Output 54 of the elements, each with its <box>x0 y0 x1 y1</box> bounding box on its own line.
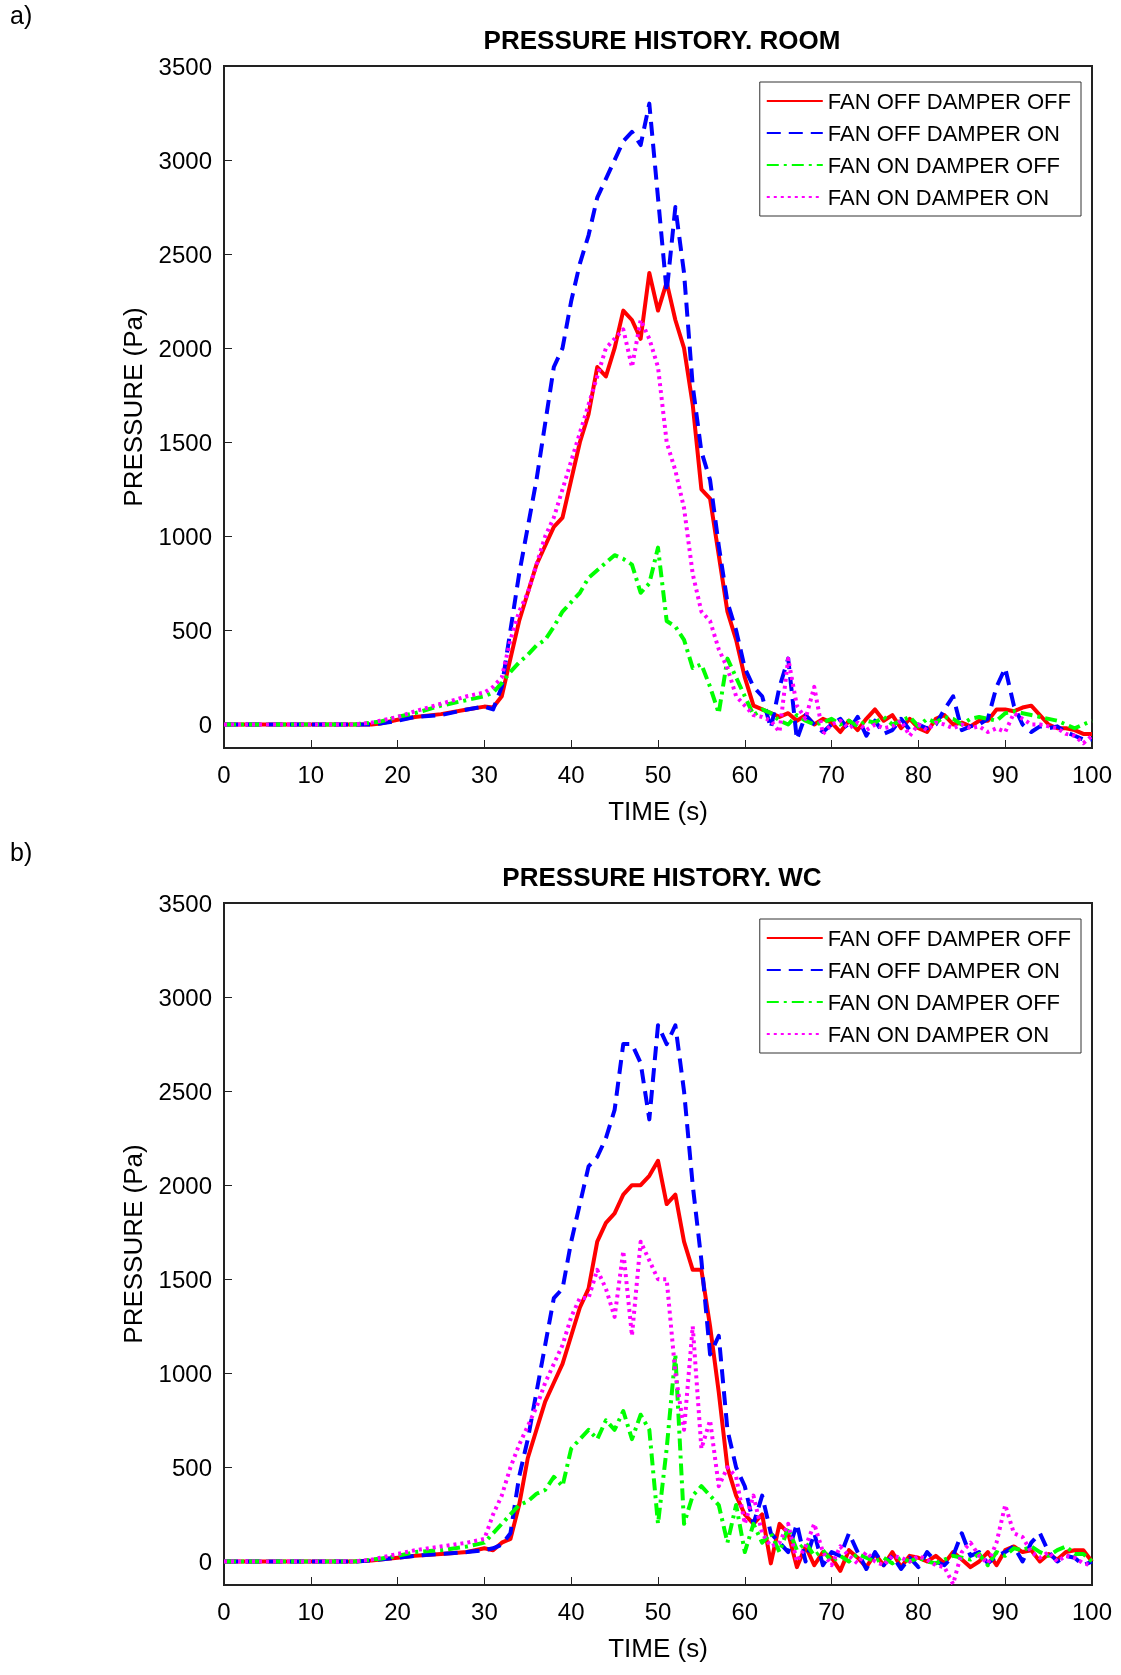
x-axis-title: TIME (s) <box>608 796 708 826</box>
y-tick-label: 2500 <box>158 1077 212 1105</box>
y-tick-label: 1000 <box>158 522 212 550</box>
text: a) <box>10 0 33 29</box>
y-tick-label: 2000 <box>158 334 212 362</box>
x-tick-label: 0 <box>217 760 231 788</box>
y-tick-label: 1000 <box>158 1359 212 1387</box>
x-tick-label: 80 <box>905 1597 932 1625</box>
x-tick-label: 40 <box>557 1597 585 1625</box>
legend-label: FAN ON DAMPER OFF <box>827 152 1061 178</box>
y-tick-label: 3500 <box>158 52 212 80</box>
x-tick-label: 20 <box>384 1597 411 1625</box>
text: b) <box>10 837 33 866</box>
x-tick-label: 0 <box>217 1597 231 1625</box>
y-tick-label: 2500 <box>158 240 212 268</box>
x-tick-label: 20 <box>384 760 411 788</box>
legend-label: FAN ON DAMPER ON <box>827 184 1050 210</box>
x-tick-label: 10 <box>297 760 325 788</box>
x-tick-label: 60 <box>731 760 759 788</box>
legend-label: FAN OFF DAMPER ON <box>827 957 1061 983</box>
y-tick-label: 3500 <box>158 889 212 917</box>
y-tick-label: 3000 <box>158 983 212 1011</box>
x-tick-label: 70 <box>818 1597 845 1625</box>
x-tick-label: 100 <box>1071 760 1113 788</box>
legend-label: FAN ON DAMPER ON <box>827 1021 1050 1047</box>
x-tick-label: 30 <box>471 760 498 788</box>
legend-label: FAN OFF DAMPER OFF <box>827 925 1072 951</box>
y-tick-label: 500 <box>171 616 212 644</box>
legend-label: FAN OFF DAMPER ON <box>827 120 1061 146</box>
y-tick-label: 1500 <box>158 428 212 456</box>
legend-label: FAN OFF DAMPER OFF <box>827 88 1072 114</box>
x-tick-label: 10 <box>297 1597 325 1625</box>
y-tick-label: 3000 <box>158 146 212 174</box>
chart-title: PRESSURE HISTORY. WC <box>502 862 822 892</box>
y-tick-label: 1500 <box>158 1265 212 1293</box>
y-tick-label: 0 <box>198 710 212 738</box>
x-tick-label: 40 <box>557 760 585 788</box>
y-axis-title: PRESSURE (Pa) <box>118 307 148 507</box>
x-tick-label: 90 <box>991 760 1019 788</box>
x-tick-label: 50 <box>644 760 672 788</box>
y-tick-label: 500 <box>171 1453 212 1481</box>
y-tick-label: 2000 <box>158 1171 212 1199</box>
x-tick-label: 80 <box>905 760 932 788</box>
x-tick-label: 50 <box>644 1597 672 1625</box>
chart-title: PRESSURE HISTORY. ROOM <box>483 25 841 55</box>
y-tick-label: 0 <box>198 1547 212 1575</box>
legend-label: FAN ON DAMPER OFF <box>827 989 1061 1015</box>
x-tick-label: 60 <box>731 1597 759 1625</box>
x-tick-label: 30 <box>471 1597 498 1625</box>
y-axis-title: PRESSURE (Pa) <box>118 1144 148 1344</box>
x-tick-label: 100 <box>1071 1597 1113 1625</box>
x-tick-label: 90 <box>991 1597 1019 1625</box>
x-tick-label: 70 <box>818 760 845 788</box>
x-axis-title: TIME (s) <box>608 1633 708 1663</box>
